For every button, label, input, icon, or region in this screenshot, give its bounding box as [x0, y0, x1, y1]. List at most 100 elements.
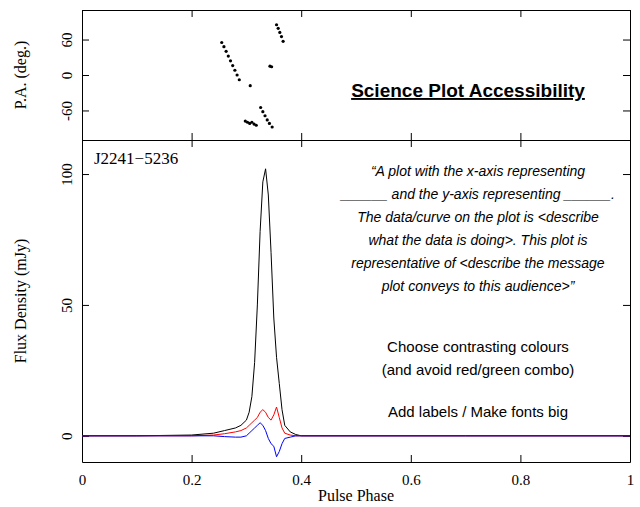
y-tick-label: 100	[59, 163, 75, 186]
pa-point	[249, 84, 252, 87]
annotation: plot conveys to this audience>”	[381, 278, 576, 294]
x-tick	[411, 140, 412, 147]
y-tick: -60	[59, 101, 89, 121]
x-tick-mark	[520, 140, 521, 147]
profile-line	[82, 169, 630, 436]
pa-point	[229, 59, 232, 62]
pa-point	[255, 124, 258, 127]
annotation: Add labels / Make fonts big	[388, 403, 568, 420]
pa-point	[222, 45, 225, 48]
y-tick-mark	[623, 110, 630, 111]
pa-point	[238, 78, 241, 81]
plot-area	[220, 23, 285, 128]
pa-point	[270, 65, 273, 68]
y-tick: 60	[59, 33, 89, 48]
axis-line	[83, 140, 631, 141]
annotation: “A plot with the x-axis representing	[371, 163, 585, 179]
x-tick-mark	[192, 455, 193, 462]
x-tick	[411, 133, 412, 140]
pa-point	[259, 106, 262, 109]
y-tick-mark	[82, 174, 89, 175]
x-tick-mark	[301, 455, 302, 462]
x-tick	[411, 10, 412, 17]
y-tick-mark	[623, 305, 630, 306]
x-tick: 0.8	[512, 455, 531, 488]
y-tick-mark	[623, 75, 630, 76]
y-tick-mark	[623, 40, 630, 41]
annotation: ______ and the y-axis representing _____…	[339, 186, 615, 202]
annotation: (and avoid red/green combo)	[382, 361, 575, 378]
y-tick-label: -60	[59, 101, 75, 121]
profile-line	[82, 423, 630, 457]
pa-point	[268, 122, 271, 125]
chart-root: -60060P.A. (deg.)Science Plot Accessibil…	[0, 0, 640, 507]
pa-point	[277, 27, 280, 30]
x-tick	[520, 133, 521, 140]
y-tick: 0	[59, 433, 89, 441]
pa-point	[231, 64, 234, 67]
y-tick: 50	[59, 298, 89, 313]
y-tick-label: 60	[59, 33, 75, 48]
x-tick-label: 1	[627, 472, 635, 488]
x-tick-label: 0.2	[183, 472, 202, 488]
x-tick	[192, 10, 193, 17]
x-tick: 0.4	[292, 455, 311, 488]
x-tick-label: 0	[79, 472, 87, 488]
y-tick-mark	[623, 174, 630, 175]
x-tick-mark	[301, 140, 302, 147]
plot-area	[82, 169, 630, 457]
pa-point	[227, 54, 230, 57]
pa-point	[261, 110, 264, 113]
y-axis-title: Flux Density (mJy)	[12, 239, 30, 363]
chart-svg: -60060P.A. (deg.)Science Plot Accessibil…	[0, 0, 640, 507]
y-tick: 100	[59, 163, 89, 186]
axis-line	[83, 10, 631, 11]
pa-point	[271, 125, 274, 128]
y-axis-right	[623, 11, 631, 141]
x-tick	[301, 10, 302, 17]
y-axis: 0 50 100	[59, 141, 89, 463]
x-tick-mark	[192, 133, 193, 140]
pa-point	[280, 35, 283, 38]
x-axis-top	[83, 140, 631, 147]
x-tick	[192, 133, 193, 140]
x-tick	[192, 140, 193, 147]
y-tick: 0	[59, 72, 89, 80]
axis-line	[630, 141, 631, 463]
y-tick-mark	[82, 305, 89, 306]
chart-title: J2241−5236	[94, 149, 178, 168]
x-tick-mark	[520, 10, 521, 17]
y-tick	[623, 174, 630, 175]
x-axis: 0 0.2 0.4 0.6 0.8 1	[79, 455, 635, 488]
x-tick-label: 0.6	[402, 472, 421, 488]
y-tick	[623, 305, 630, 306]
x-tick-mark	[192, 10, 193, 17]
x-tick-mark	[411, 140, 412, 147]
pa-point	[263, 114, 266, 117]
x-tick-mark	[301, 133, 302, 140]
y-axis-title: P.A. (deg.)	[12, 41, 30, 109]
pa-point	[235, 73, 238, 76]
axis-line	[82, 141, 83, 463]
panel: 00.20.40.60.81050100Flux Density (mJy)Pu…	[12, 140, 634, 504]
x-tick-mark	[301, 10, 302, 17]
pa-point	[278, 31, 281, 34]
y-tick-mark	[82, 40, 89, 41]
x-tick-mark	[411, 133, 412, 140]
x-tick-mark	[192, 140, 193, 147]
x-tick	[520, 140, 521, 147]
x-tick-mark	[520, 455, 521, 462]
y-tick-mark	[82, 110, 89, 111]
x-tick	[301, 140, 302, 147]
x-tick	[520, 10, 521, 17]
y-tick	[623, 110, 630, 111]
x-tick: 0.6	[402, 455, 421, 488]
y-axis: -60 0 60	[59, 11, 89, 141]
pa-point	[225, 50, 228, 53]
panel: -60060P.A. (deg.)Science Plot Accessibil…	[12, 10, 631, 141]
y-tick-mark	[82, 75, 89, 76]
y-axis-right	[623, 141, 631, 463]
y-tick-label: 0	[59, 433, 75, 441]
annotation: The data/curve on the plot is <describe	[357, 209, 599, 225]
axis-line	[83, 140, 631, 141]
